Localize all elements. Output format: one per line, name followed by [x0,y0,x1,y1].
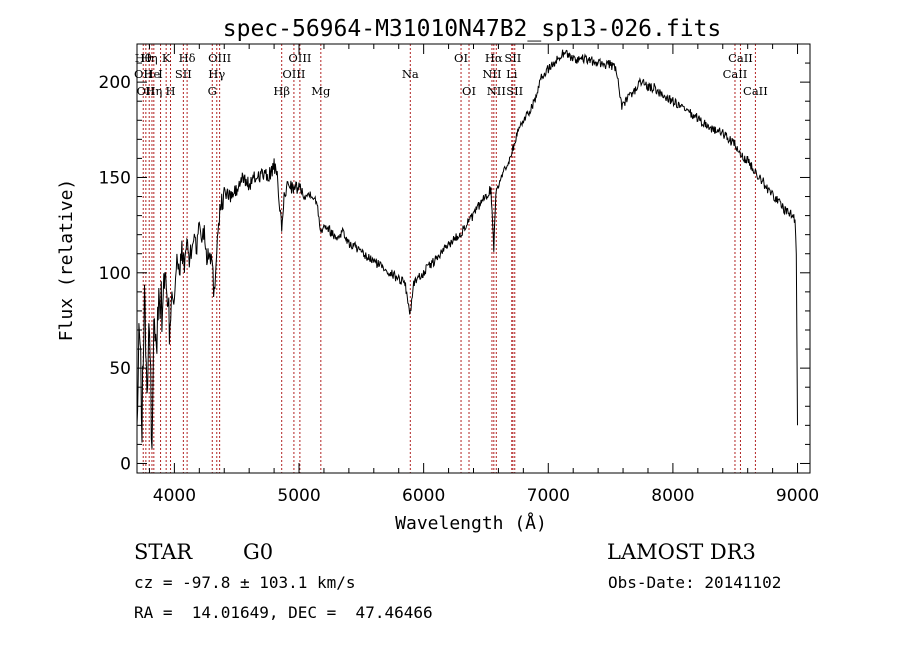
line-marker-label: CaII [723,67,748,81]
line-marker-label: Hβ [273,84,290,98]
y-tick-label: 50 [109,359,131,379]
y-tick-label: 150 [99,168,131,188]
line-marker-label: Hη [141,51,158,65]
line-marker-label: NII [482,67,501,81]
survey-name: LAMOST DR3 [607,540,756,564]
line-marker-label: Hα [485,51,503,65]
x-tick-label: 6000 [402,486,445,506]
y-axis-label: Flux (relative) [56,179,77,342]
line-marker-label: Hθ [135,51,152,65]
x-tick-label: 8000 [651,486,694,506]
line-marker-label: Li [506,67,518,81]
line-marker-label: CaII [728,51,753,65]
line-marker-label: OII [134,67,153,81]
line-marker-label: Na [402,67,419,81]
line-marker-label: OI [454,51,468,65]
spectral-subclass: G0 [243,540,274,564]
spectral-class: STAR [134,540,193,564]
line-marker-label: He [144,67,161,81]
spectral-line-markers [142,44,756,473]
line-marker-label: OIII [208,51,231,65]
x-axis-label: Wavelength (Å) [395,512,547,534]
line-marker-label: H [166,84,176,98]
line-marker-label: Mg [311,84,331,98]
line-marker-label: Hη [145,84,162,98]
spectrum-flux-line [136,49,798,449]
line-marker-label: SII [504,51,521,65]
spectral-line-labels: HθOIIOIIHηHeHηIKHSIIHδGHγOIIIHβOIIIOIIIM… [134,51,768,98]
line-marker-label: CaII [743,84,768,98]
line-marker-label: OIII [288,51,311,65]
y-axis-ticks: 0 50 100 150 200 [99,62,810,474]
line-marker-label: K [162,51,171,65]
coordinates: RA = 14.01649, DEC = 47.46466 [134,603,433,622]
x-tick-label: 5000 [277,486,320,506]
plot-frame [136,43,811,474]
line-marker-label: NII [487,84,506,98]
y-tick-label: 200 [99,73,131,93]
line-marker-label: OIII [282,67,305,81]
redshift-velocity: cz = -97.8 ± 103.1 km/s [134,573,356,592]
line-marker-label: G [208,84,217,98]
chart-title: spec-56964-M31010N47B2_sp13-026.fits [223,16,722,42]
line-marker-label: OI [462,84,476,98]
x-tick-label: 7000 [527,486,570,506]
line-marker-label: Hδ [179,51,196,65]
line-marker-label: I [158,67,163,81]
observation-date: Obs-Date: 20141102 [608,573,782,592]
x-axis-ticks: 4000 5000 6000 7000 8000 9000 [148,44,819,506]
line-marker-label: SII [175,67,192,81]
line-marker-label: Hγ [208,67,225,81]
x-tick-label: 9000 [776,486,819,506]
line-marker-label: SII [506,84,523,98]
x-tick-label: 4000 [153,486,196,506]
y-tick-label: 100 [99,264,131,284]
line-marker-label: OII [137,84,156,98]
y-tick-label: 0 [120,454,131,474]
